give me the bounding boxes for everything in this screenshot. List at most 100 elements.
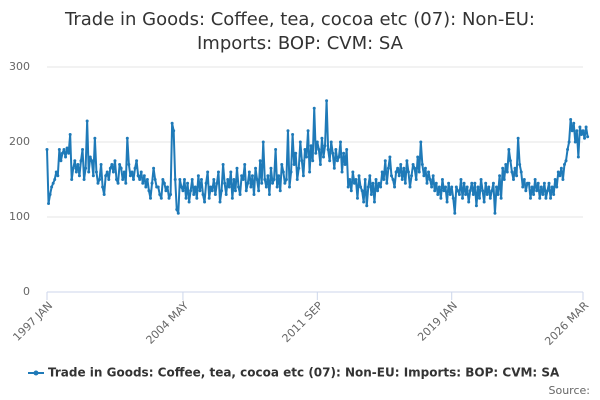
data-point bbox=[118, 163, 122, 166]
data-point bbox=[291, 133, 295, 136]
series-line bbox=[46, 99, 589, 215]
data-point bbox=[499, 196, 503, 200]
data-point bbox=[142, 174, 146, 178]
data-point bbox=[309, 144, 313, 148]
data-point bbox=[301, 174, 305, 178]
data-point bbox=[462, 181, 466, 185]
data-point bbox=[84, 166, 88, 170]
data-point bbox=[93, 136, 97, 140]
data-point bbox=[484, 181, 488, 185]
data-point bbox=[271, 181, 275, 185]
data-point bbox=[98, 178, 102, 181]
data-point bbox=[187, 200, 191, 204]
data-point bbox=[67, 151, 71, 155]
data-point bbox=[501, 166, 505, 170]
data-point bbox=[71, 166, 75, 170]
data-point bbox=[275, 185, 279, 189]
data-point bbox=[73, 159, 77, 163]
data-point bbox=[77, 174, 81, 178]
data-point bbox=[148, 196, 152, 200]
data-point bbox=[542, 181, 546, 185]
data-point bbox=[308, 170, 312, 174]
data-point bbox=[175, 208, 179, 211]
data-point bbox=[491, 181, 495, 185]
data-point bbox=[297, 166, 301, 170]
data-point bbox=[328, 159, 332, 163]
data-point bbox=[430, 185, 434, 189]
data-point bbox=[159, 196, 163, 200]
data-point bbox=[420, 163, 424, 166]
data-point bbox=[326, 148, 330, 151]
data-point bbox=[176, 211, 180, 215]
data-point bbox=[394, 170, 398, 174]
data-point bbox=[569, 118, 573, 121]
legend-label: Trade in Goods: Coffee, tea, cocoa etc (… bbox=[48, 366, 560, 380]
data-point bbox=[550, 185, 554, 189]
data-point bbox=[473, 181, 477, 185]
data-point bbox=[201, 193, 205, 196]
data-point bbox=[369, 193, 373, 196]
data-point bbox=[295, 178, 299, 181]
data-point bbox=[223, 181, 227, 185]
data-point bbox=[494, 185, 498, 189]
data-point bbox=[244, 189, 248, 193]
data-point bbox=[414, 178, 418, 181]
data-point bbox=[224, 193, 228, 196]
data-point bbox=[504, 163, 508, 166]
data-point bbox=[156, 185, 160, 189]
y-tick-label: 300 bbox=[9, 60, 30, 73]
data-point bbox=[431, 174, 435, 178]
data-point bbox=[376, 189, 380, 193]
data-point bbox=[136, 174, 140, 178]
data-point bbox=[511, 178, 515, 181]
data-point bbox=[349, 189, 353, 193]
data-point bbox=[81, 148, 85, 151]
data-point bbox=[464, 193, 468, 196]
data-point bbox=[567, 140, 571, 144]
data-point bbox=[207, 196, 211, 200]
data-point bbox=[215, 181, 219, 185]
data-point bbox=[233, 189, 237, 193]
data-point bbox=[366, 185, 370, 189]
data-point bbox=[318, 163, 322, 166]
data-point bbox=[186, 181, 190, 185]
x-tick-label: 2026 MAR bbox=[542, 299, 591, 348]
data-point bbox=[312, 106, 316, 110]
data-point bbox=[152, 166, 156, 170]
data-point bbox=[298, 140, 302, 144]
data-point bbox=[164, 189, 168, 193]
data-point bbox=[388, 155, 392, 159]
data-point bbox=[385, 181, 389, 185]
data-point bbox=[419, 140, 423, 144]
data-point bbox=[502, 178, 506, 181]
data-point bbox=[124, 181, 128, 185]
data-point bbox=[169, 193, 173, 196]
data-point bbox=[442, 189, 446, 193]
data-point bbox=[189, 189, 193, 193]
data-point bbox=[448, 193, 452, 196]
data-point bbox=[170, 121, 174, 125]
data-point bbox=[547, 181, 551, 185]
data-point bbox=[274, 148, 278, 151]
x-tick-label: 2011 SEP bbox=[280, 299, 326, 345]
data-point bbox=[532, 193, 536, 196]
data-point bbox=[247, 170, 251, 174]
data-point bbox=[153, 178, 157, 181]
data-point bbox=[362, 200, 366, 204]
data-point bbox=[544, 196, 548, 200]
data-point bbox=[111, 170, 115, 174]
data-point bbox=[505, 170, 509, 174]
data-point bbox=[437, 185, 441, 189]
data-point bbox=[221, 163, 225, 166]
data-point bbox=[294, 151, 298, 155]
data-point bbox=[521, 185, 525, 189]
data-point bbox=[368, 174, 372, 178]
data-point bbox=[204, 181, 208, 185]
data-point bbox=[280, 163, 284, 166]
data-point bbox=[359, 185, 363, 189]
data-point bbox=[453, 211, 457, 215]
data-point bbox=[254, 166, 258, 170]
data-point bbox=[82, 178, 86, 181]
data-point bbox=[76, 163, 80, 166]
data-point bbox=[110, 163, 114, 166]
